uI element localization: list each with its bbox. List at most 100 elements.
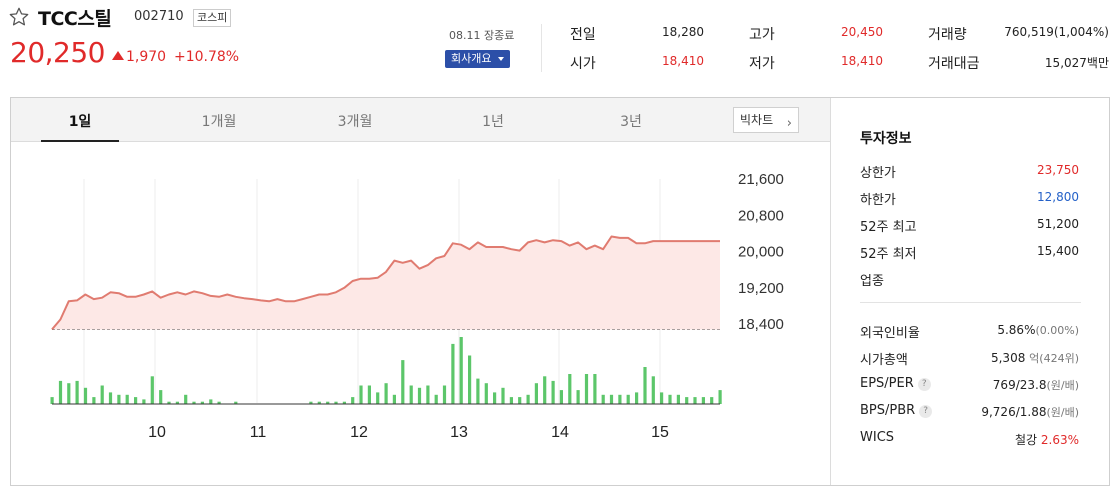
tab-1month[interactable]: 1개월 (201, 114, 237, 130)
volume-bar (685, 397, 689, 404)
volume-bar (584, 374, 589, 404)
active-tab-indicator (41, 140, 119, 142)
volume-bar (192, 401, 196, 404)
low-value: 18,410 (841, 54, 883, 68)
market-cap-unit: 억(424위) (1029, 352, 1079, 365)
volume-bar (434, 394, 438, 404)
lower-limit-value: 12,800 (1037, 190, 1079, 204)
help-question-icon[interactable]: ? (919, 405, 933, 418)
lower-limit-label: 하한가 (860, 193, 896, 208)
y-tick-label: 20,800 (738, 207, 784, 224)
volume-bar (635, 392, 639, 404)
volume-bar (167, 401, 171, 404)
volume-bar (559, 390, 563, 404)
volume-bar (426, 385, 430, 404)
volume-bar (134, 397, 138, 404)
favorite-star-icon[interactable] (8, 6, 30, 28)
divider (860, 302, 1081, 303)
volume-bar (75, 380, 79, 404)
high52-value: 51,200 (1037, 217, 1079, 231)
eps-per-label-text: EPS/PER (860, 376, 914, 391)
volume-bar (476, 378, 480, 404)
eps-per-value: 769/23.8(원/배) (993, 377, 1079, 393)
volume-bar (108, 392, 113, 404)
volume-bar (626, 394, 630, 404)
foreign-ratio: 5.86% (997, 323, 1036, 337)
volume-bar (468, 355, 472, 404)
high-value: 20,450 (841, 25, 883, 39)
volume-bar (309, 401, 313, 404)
volume-bar (601, 394, 605, 404)
stock-name: TCC스틸 (38, 8, 112, 30)
volume-bar (184, 394, 188, 404)
volume-bar (83, 387, 88, 404)
volume-bar (701, 397, 705, 404)
wics-value: 철강 2.63% (1015, 431, 1079, 448)
invest-title: 투자정보 (860, 131, 912, 147)
trade-value-value: 15,027백만 (1044, 56, 1109, 70)
eps-per-unit: (원/배) (1046, 379, 1079, 392)
volume-bar (593, 374, 597, 404)
volume-bar (710, 397, 714, 404)
volume-bar (200, 401, 204, 404)
help-question-icon[interactable]: ? (917, 378, 931, 391)
x-tick-label: 12 (350, 424, 368, 441)
bps-pbr-value: 9,726/1.88(원/배) (981, 404, 1079, 420)
volume-bar (609, 394, 614, 404)
y-tick-label: 21,600 (738, 171, 784, 188)
caret-down-icon (498, 57, 504, 61)
chart-panel: 1일 1개월 3개월 1년 3년 빅차트 › 21,600 20,800 20,00… (10, 97, 1110, 486)
open-value: 18,410 (662, 54, 704, 68)
volume-bar (718, 390, 722, 404)
tab-3month[interactable]: 3개월 (337, 114, 373, 130)
y-tick-label: 20,000 (738, 244, 784, 261)
volume-bar (58, 380, 63, 404)
volume-bar (534, 383, 538, 404)
volume-bar (459, 337, 463, 404)
volume-bar (175, 401, 179, 404)
chevron-right-icon: › (786, 116, 792, 131)
volume-bar (668, 394, 672, 404)
volume-bar (551, 380, 555, 404)
period-tabs: 1일 1개월 3개월 1년 3년 빅차트 › (11, 98, 830, 142)
tab-1day[interactable]: 1일 (68, 114, 92, 130)
company-overview-label: 회사개요 (451, 52, 492, 65)
investment-info-panel: 투자정보 상한가 23,750 하한가 12,800 52주 최고 51,200… (830, 98, 1109, 485)
up-arrow-icon (112, 51, 124, 60)
eps-per-label: EPS/PER? (860, 376, 931, 391)
bps-pbr-label-text: BPS/PBR (860, 403, 916, 418)
market-badge: 코스피 (193, 9, 232, 27)
bps-pbr: 9,726/1.88 (981, 405, 1047, 419)
volume-bar (660, 392, 664, 404)
prev-close-value: 18,280 (662, 25, 704, 39)
company-overview-button[interactable]: 회사개요 (445, 50, 510, 68)
volume-bar (526, 394, 530, 404)
intraday-chart: 21,600 20,800 20,000 19,200 18,400 10 11 12 13 14… (50, 171, 784, 441)
x-tick-label: 15 (651, 424, 669, 441)
wics-percent: 2.63% (1040, 433, 1079, 447)
volume-bar (509, 397, 513, 404)
bps-pbr-label: BPS/PBR? (860, 403, 933, 418)
volume-bar (651, 376, 655, 404)
volume-bar (100, 385, 104, 404)
volume-bar (326, 401, 330, 404)
x-tick-label: 14 (551, 424, 569, 441)
volume-bar (676, 394, 680, 404)
volume-bar (693, 397, 697, 404)
volume-bar (67, 383, 71, 404)
tab-3year[interactable]: 3년 (620, 114, 642, 130)
volume-bar (209, 399, 213, 404)
tab-1year[interactable]: 1년 (482, 114, 504, 130)
low52-label: 52주 최저 (860, 247, 917, 262)
low52-value: 15,400 (1037, 244, 1079, 258)
market-date-status: 08.11 장종료 (449, 29, 515, 42)
volume-bar (359, 385, 363, 404)
bps-pbr-unit: (원/배) (1046, 406, 1079, 419)
price-line (51, 235, 720, 331)
high-label: 고가 (749, 27, 775, 43)
foreign-ratio-value: 5.86%(0.00%) (997, 323, 1079, 337)
volume-bar (518, 397, 522, 404)
volume-bar (417, 387, 422, 404)
volume-bar (384, 383, 388, 404)
bigchart-button[interactable]: 빅차트 › (733, 107, 799, 133)
